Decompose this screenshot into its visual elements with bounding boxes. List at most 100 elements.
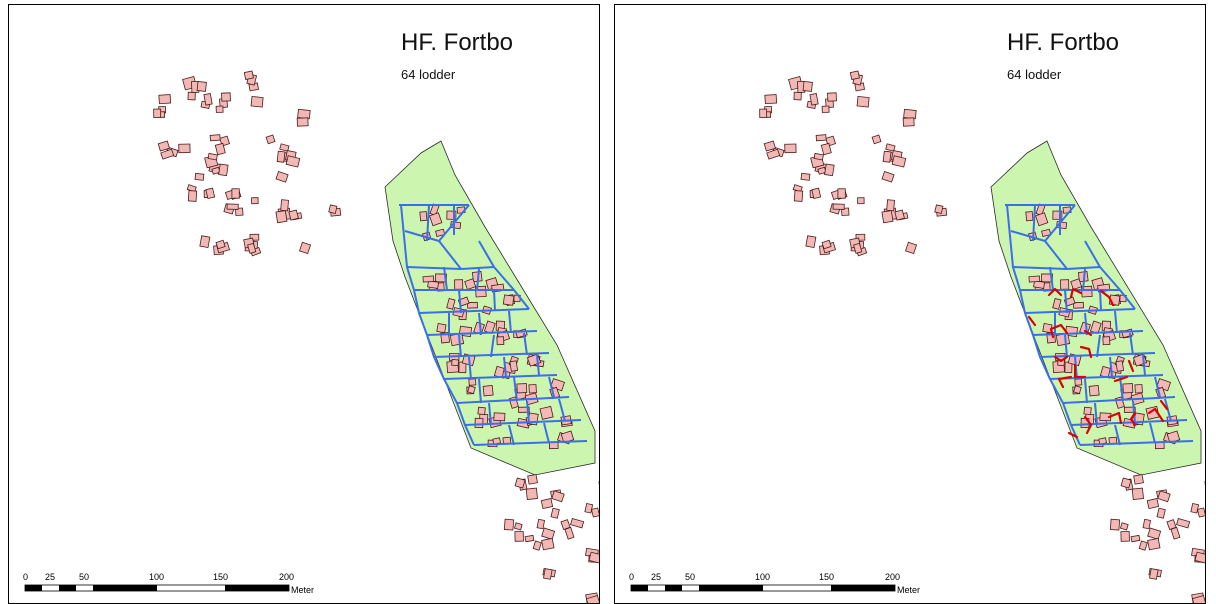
lot-boundary	[1044, 240, 1068, 270]
building	[1081, 285, 1093, 298]
building	[503, 518, 515, 531]
lot-boundary	[1012, 266, 1068, 270]
building	[1055, 332, 1071, 347]
building	[468, 378, 477, 386]
building	[1146, 498, 1160, 510]
building	[885, 143, 896, 152]
building	[422, 275, 435, 283]
building	[199, 235, 211, 249]
lot-boundary	[438, 240, 462, 270]
building	[800, 172, 811, 181]
building	[857, 197, 865, 205]
building	[841, 207, 850, 216]
building	[1196, 507, 1205, 518]
map-panel-adjusted: HF. Fortbo 64 lodder 0 25 50 100 150 200…	[614, 4, 1206, 604]
building	[1204, 479, 1205, 490]
building	[871, 134, 882, 145]
building	[1138, 540, 1148, 551]
lot-boundary	[1099, 289, 1102, 312]
building	[243, 70, 254, 80]
lot-boundary	[476, 268, 480, 291]
building	[158, 94, 172, 105]
building	[502, 294, 515, 306]
building	[902, 117, 915, 127]
scale-tick-label: 50	[685, 572, 695, 582]
boundary-change-mark	[1027, 315, 1037, 327]
scale-tick-label: 50	[79, 572, 89, 582]
building	[1120, 530, 1130, 542]
lot-boundary	[1142, 354, 1146, 376]
building	[1176, 517, 1191, 529]
building	[265, 134, 276, 145]
building	[221, 92, 231, 102]
building	[1088, 385, 1100, 397]
building	[518, 406, 530, 413]
building	[541, 537, 555, 551]
building	[824, 163, 835, 177]
building	[226, 203, 239, 210]
boundary-change-mark	[1083, 329, 1093, 337]
building	[214, 142, 226, 156]
scale-unit: Meter	[897, 585, 920, 595]
lot-boundary	[1064, 289, 1068, 314]
building	[187, 91, 196, 101]
scale-tick-label: 100	[755, 572, 770, 582]
building	[509, 360, 519, 372]
building	[276, 150, 286, 163]
building	[1070, 278, 1083, 290]
lot-boundary	[543, 422, 550, 444]
building	[328, 204, 338, 214]
building	[598, 479, 599, 490]
building	[205, 187, 216, 200]
lot-boundary	[1066, 266, 1101, 270]
boundary-change-mark	[1099, 289, 1115, 307]
building	[275, 170, 289, 183]
lot-boundary	[523, 332, 528, 356]
building	[809, 93, 819, 106]
lot-boundary	[513, 289, 530, 310]
building	[1025, 211, 1034, 222]
building	[157, 140, 170, 152]
building	[153, 108, 162, 118]
lot-boundary	[1119, 376, 1124, 402]
lot-boundary	[1006, 204, 1081, 446]
building	[419, 211, 428, 222]
building	[894, 209, 905, 221]
building	[527, 474, 538, 485]
building	[203, 93, 213, 106]
map-subtitle: 64 lodder	[401, 67, 456, 82]
building	[250, 96, 264, 108]
building	[820, 142, 832, 156]
building	[881, 210, 894, 224]
scale-bar: 0 25 50 100 150 200 Meter	[629, 572, 920, 595]
lot-boundary	[1164, 398, 1172, 422]
lot-boundary	[443, 266, 448, 291]
building	[837, 188, 846, 199]
building	[1156, 507, 1166, 519]
scale-tick-label: 25	[45, 572, 55, 582]
lot-boundary	[1114, 424, 1121, 446]
building	[196, 81, 207, 92]
building	[849, 70, 860, 80]
lot-boundary	[1132, 400, 1136, 424]
building	[285, 155, 301, 168]
building	[821, 239, 832, 250]
map-canvas[interactable]	[9, 5, 600, 604]
building	[541, 527, 556, 540]
building	[1154, 442, 1165, 450]
lot-boundary	[508, 424, 515, 446]
boundary-change-mark	[1107, 411, 1123, 425]
building	[821, 105, 830, 113]
building	[1124, 406, 1136, 413]
building	[1191, 595, 1205, 603]
boundary-change-mark	[1057, 375, 1073, 389]
lot-boundary	[468, 356, 472, 380]
lot-boundary	[458, 334, 462, 358]
lot-boundary	[1149, 422, 1156, 444]
map-canvas[interactable]	[615, 5, 1206, 604]
building	[429, 212, 443, 227]
lot-boundary	[1062, 396, 1176, 404]
lot-boundary	[493, 289, 496, 312]
building	[903, 108, 917, 120]
building	[275, 210, 288, 224]
